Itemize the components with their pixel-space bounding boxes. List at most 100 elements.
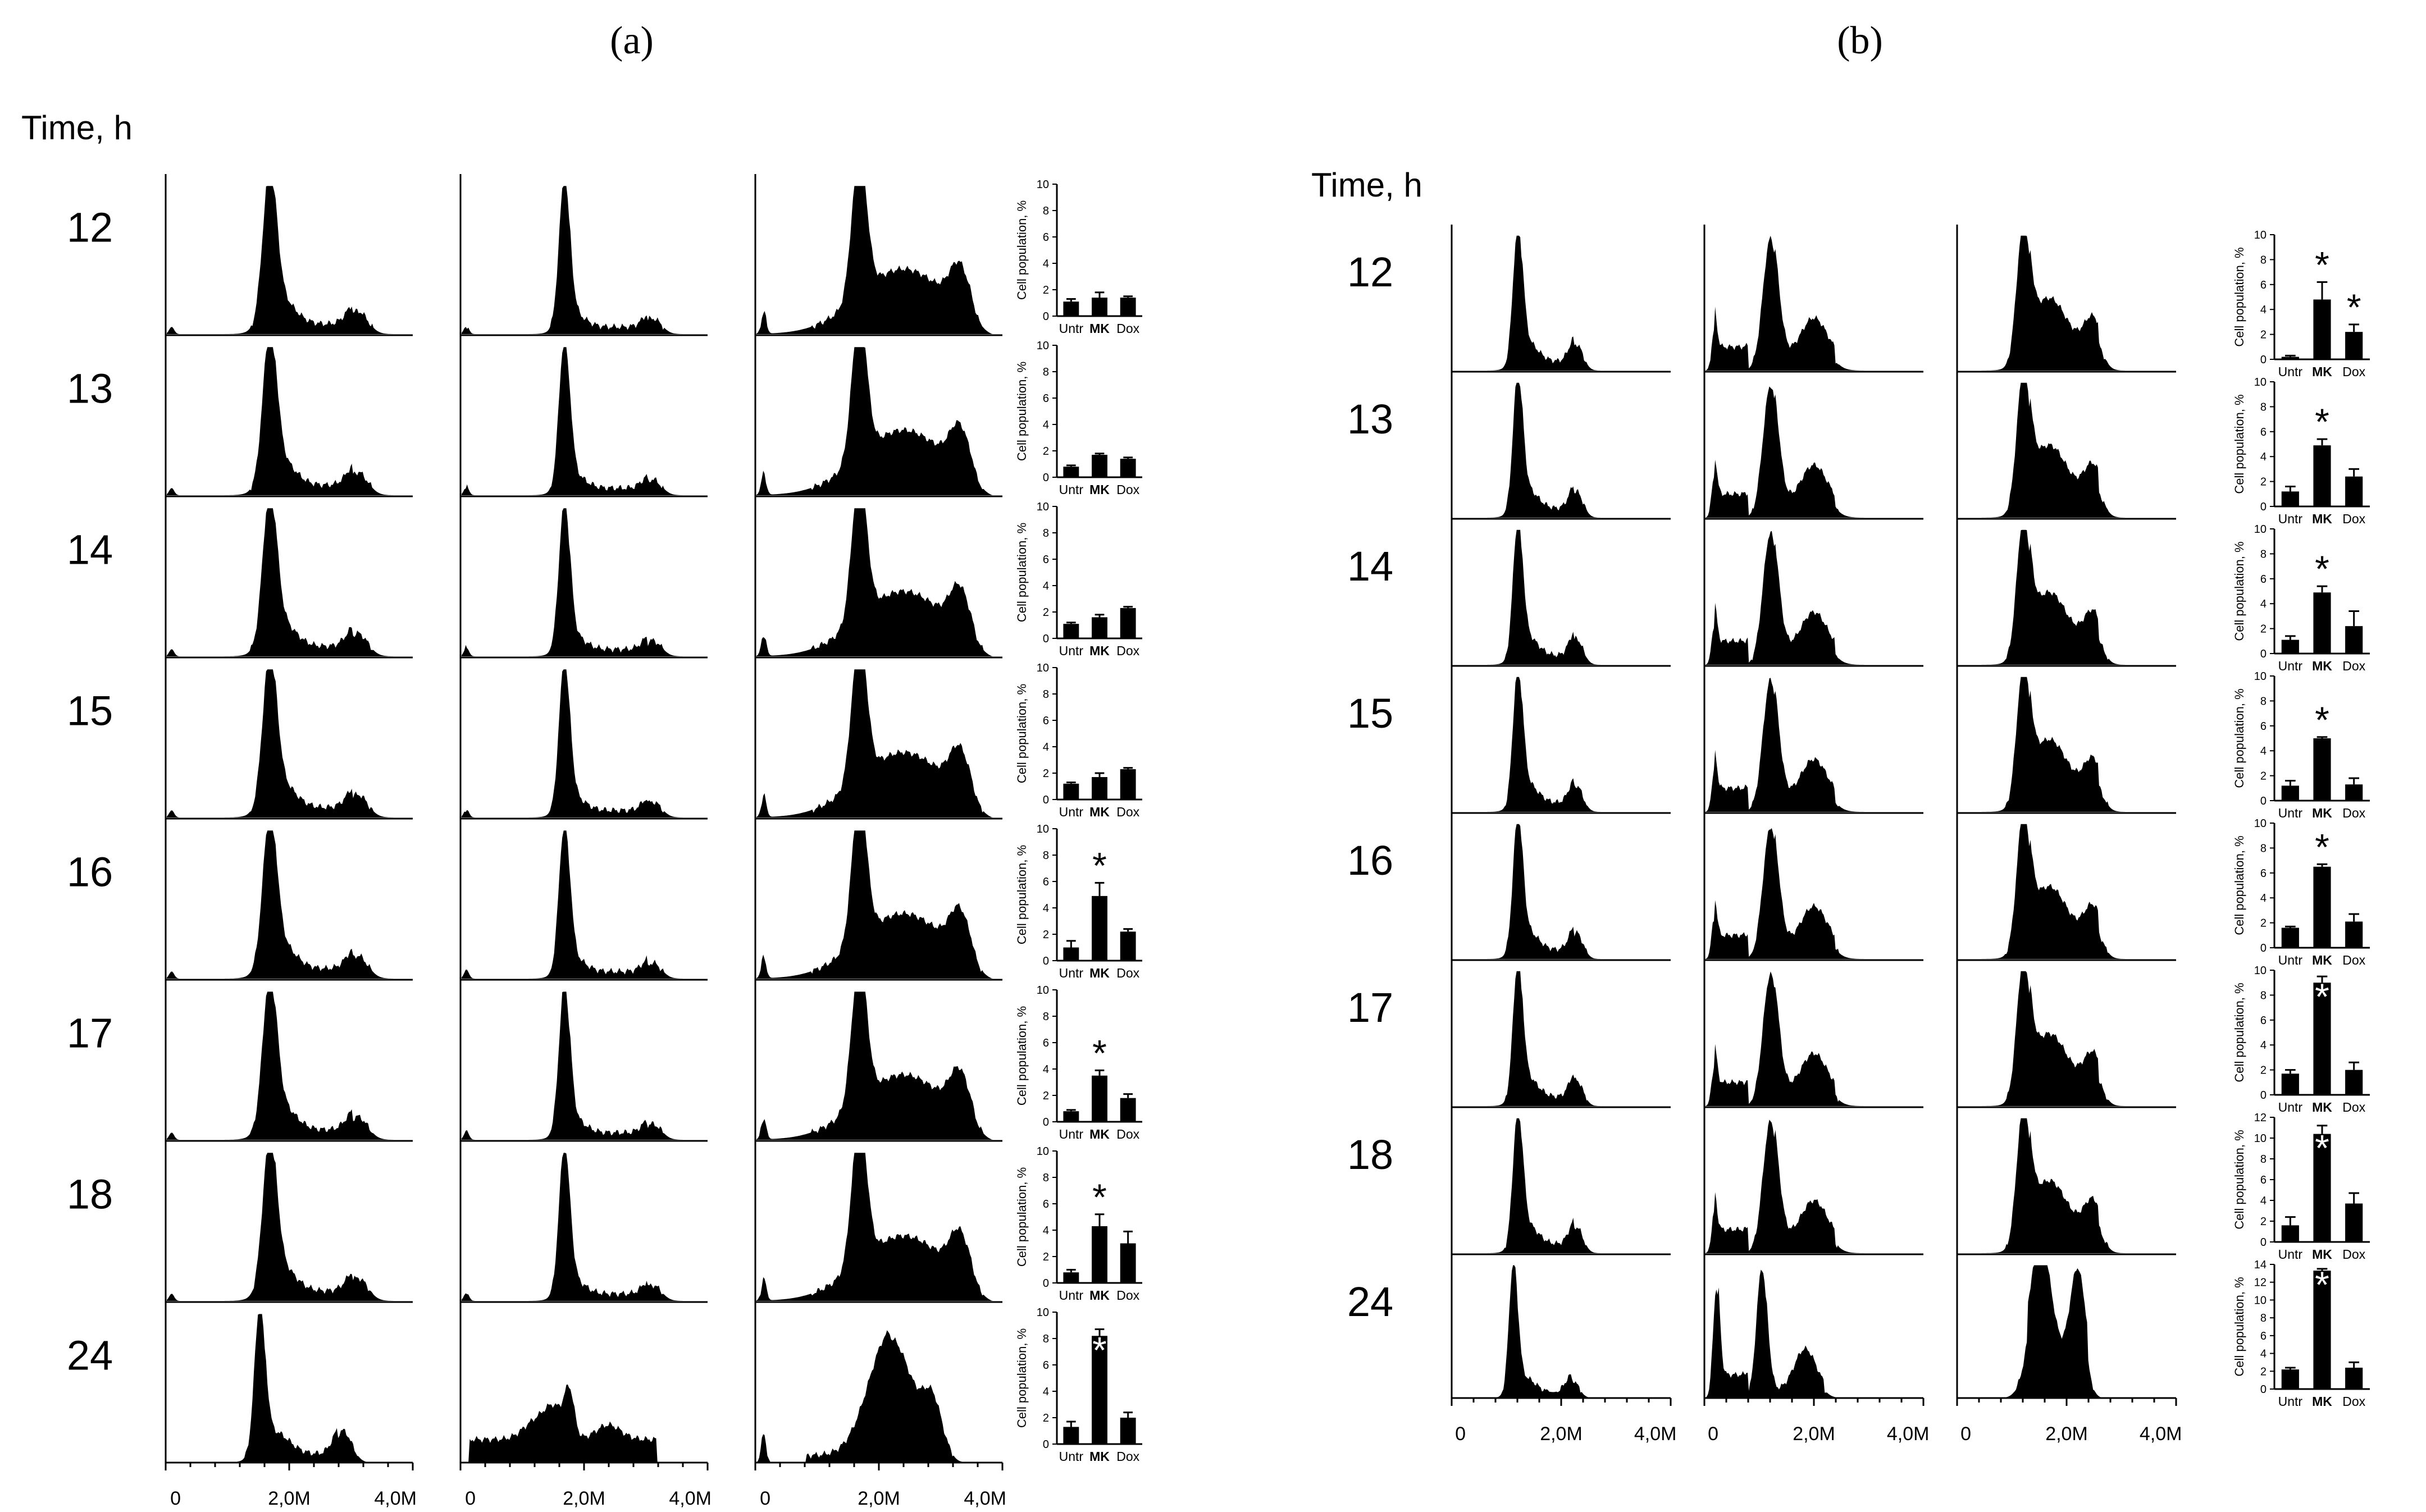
histogram-r15-c1 <box>167 669 412 817</box>
bar-y-tick-label: 12 <box>2254 1112 2267 1124</box>
histogram-r17-c1 <box>167 992 412 1140</box>
bar-category-label: Dox <box>1116 1449 1139 1464</box>
bar-category-label: MK <box>1089 321 1110 336</box>
bar-category-label: MK <box>1089 1449 1110 1464</box>
bar-category-label: Dox <box>1116 321 1139 336</box>
bar-category-label: Untr <box>1059 482 1084 497</box>
significance-asterisk: * <box>2315 826 2329 867</box>
bar-y-label: Cell population, % <box>1015 523 1029 622</box>
bar-y-tick-label: 6 <box>1043 231 1049 244</box>
bar-y-label: Cell population, % <box>2232 541 2246 641</box>
histogram-r14-c3 <box>756 508 1001 656</box>
bar-category-label: Untr <box>2278 1394 2303 1409</box>
histogram-r13-c2 <box>1706 386 1922 518</box>
time-label-13: 13 <box>67 366 113 412</box>
bar-y-tick-label: 4 <box>2260 1348 2267 1360</box>
bar-y-tick-label: 0 <box>1043 1438 1049 1451</box>
histogram-r18-c2 <box>462 1153 706 1301</box>
bar-y-tick-label: 8 <box>2260 401 2267 413</box>
time-label-24: 24 <box>1347 1278 1393 1325</box>
bar-y-tick-label: 8 <box>1043 1172 1049 1184</box>
bar-category-label: Dox <box>1116 643 1139 658</box>
bar-y-label: Cell population, % <box>2232 983 2246 1082</box>
bar-MK-18 <box>1092 1226 1107 1283</box>
bar-y-tick-label: 2 <box>2260 770 2267 783</box>
hist-x-tick-label: 2,0M <box>1540 1423 1583 1445</box>
bar-y-tick-label: 4 <box>2260 1039 2267 1052</box>
bar-y-tick-label: 0 <box>2260 1236 2267 1249</box>
panel-a: 0 2,0M 4,0M 0 2,0M 4,0M 0 2,0M 4,0M 12 13 14 15 16 17 1… <box>67 174 1142 1509</box>
bar-category-label: Untr <box>2278 1247 2303 1262</box>
time-label-12: 12 <box>67 204 113 251</box>
bar-category-label: Dox <box>2342 1100 2365 1114</box>
bar-y-tick-label: 2 <box>2260 1065 2267 1077</box>
histogram-r15-c2 <box>462 669 706 817</box>
bar-y-tick-label: 0 <box>1043 1116 1049 1129</box>
bar-MK-18 <box>2313 1134 2331 1242</box>
histogram-r18-c1 <box>167 1153 412 1301</box>
bar-category-label: MK <box>2312 659 2332 673</box>
histogram-r14-c3 <box>1958 529 2175 665</box>
histogram-r12-c2 <box>1706 235 1922 371</box>
bar-category-label: Untr <box>1059 805 1084 819</box>
bar-Untr-18 <box>1063 1272 1079 1283</box>
bar-y-tick-label: 8 <box>2260 1312 2267 1324</box>
bar-y-tick-label: 10 <box>2254 523 2267 536</box>
bar-Untr-13 <box>1063 467 1079 477</box>
bar-y-tick-label: 0 <box>2260 1089 2267 1102</box>
bar-y-label: Cell population, % <box>1015 684 1029 783</box>
histogram-r12-c1 <box>167 186 412 334</box>
bar-category-label: MK <box>1089 482 1110 497</box>
bar-y-label: Cell population, % <box>2232 247 2246 346</box>
bar-y-tick-label: 2 <box>2260 623 2267 636</box>
bar-y-tick-label: 0 <box>2260 501 2267 513</box>
bar-y-tick-label: 2 <box>1043 1412 1049 1424</box>
bar-category-label: MK <box>2312 806 2332 820</box>
bar-category-label: MK <box>2312 1100 2332 1114</box>
bar-y-tick-label: 0 <box>1043 794 1049 806</box>
bar-y-tick-label: 6 <box>2260 720 2267 733</box>
bar-Untr-15 <box>2281 785 2299 801</box>
histogram-r18-c1 <box>1453 1118 1670 1253</box>
time-label-18: 18 <box>1347 1131 1393 1178</box>
bar-y-tick-label: 8 <box>1043 1011 1049 1023</box>
bar-MK-15 <box>1092 777 1107 800</box>
bar-y-tick-label: 2 <box>1043 929 1049 941</box>
bar-y-tick-label: 4 <box>1043 258 1049 270</box>
bar-MK-24 <box>1092 1336 1107 1444</box>
bar-y-tick-label: 10 <box>2254 965 2267 977</box>
bar-category-label: MK <box>2312 953 2332 967</box>
bar-y-tick-label: 0 <box>2260 795 2267 807</box>
bar-y-label: Cell population, % <box>2232 835 2246 935</box>
bar-category-label: Dox <box>2342 364 2365 379</box>
bar-y-tick-label: 10 <box>1037 1145 1049 1158</box>
bar-y-tick-label: 0 <box>1043 310 1049 323</box>
histogram-r12-c1 <box>1453 235 1670 371</box>
histogram-r17-c2 <box>462 992 706 1140</box>
bar-y-tick-label: 6 <box>1043 392 1049 405</box>
bar-category-label: MK <box>2312 511 2332 526</box>
panel-b: 0 2,0M 4,0M 0 2,0M 4,0M 0 2,0M 4,0M 12 13 14 15 16 17 1… <box>1347 225 2370 1445</box>
bar-y-tick-label: 2 <box>2260 329 2267 341</box>
histogram-r12-c2 <box>462 186 706 334</box>
time-label-16: 16 <box>1347 837 1393 884</box>
bar-Untr-14 <box>1063 624 1079 638</box>
bar-category-label: MK <box>1089 966 1110 980</box>
bar-y-label: Cell population, % <box>1015 845 1029 944</box>
histogram-r17-c3 <box>756 992 1001 1140</box>
bar-category-label: MK <box>1089 643 1110 658</box>
bar-MK-16 <box>2313 866 2331 948</box>
bar-Untr-17 <box>1063 1111 1079 1122</box>
histogram-r14-c1 <box>1453 529 1670 665</box>
bar-category-label: Dox <box>2342 1394 2365 1409</box>
bar-category-label: Dox <box>1116 1127 1139 1141</box>
bar-y-tick-label: 4 <box>2260 745 2267 757</box>
bar-y-tick-label: 4 <box>2260 1195 2267 1207</box>
significance-asterisk: * <box>2315 1264 2329 1305</box>
bar-y-tick-label: 10 <box>1037 823 1049 835</box>
bar-y-tick-label: 10 <box>1037 984 1049 997</box>
bar-Dox-12 <box>2345 332 2363 359</box>
bar-y-tick-label: 10 <box>2254 817 2267 830</box>
histogram-r13-c1 <box>1453 382 1670 518</box>
bar-y-tick-label: 2 <box>2260 1216 2267 1228</box>
